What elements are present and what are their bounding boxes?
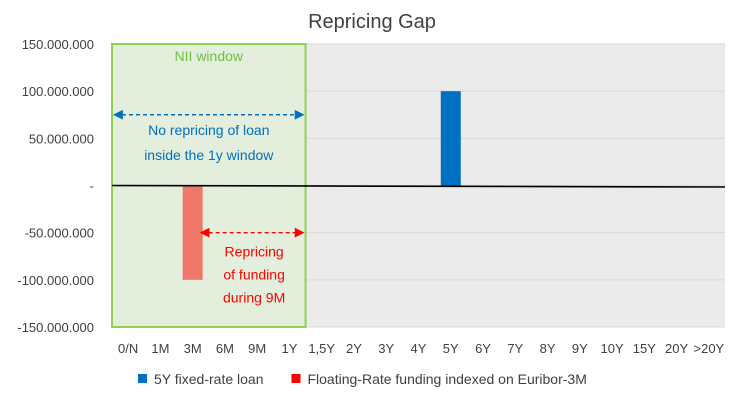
x-tick-label: 6Y xyxy=(475,341,491,356)
zero-axis-line xyxy=(111,184,726,188)
legend: 5Y fixed-rate loan Floating-Rate funding … xyxy=(138,371,587,387)
x-tick-label: >20Y xyxy=(694,341,725,356)
x-axis-ticks: 0/N 1M 3M 6M 9M 1Y 1,5Y 2Y 3Y 4Y 5Y 6Y 7Y 8Y 9Y 10Y 15Y 2… xyxy=(118,341,725,356)
bars xyxy=(182,91,461,280)
annotation-text: of funding xyxy=(223,267,285,283)
x-tick-label: 3Y xyxy=(378,341,394,356)
x-tick-label: 8Y xyxy=(540,341,556,356)
bar-3m-series-1 xyxy=(182,185,203,280)
annotations: No repricing of loan inside the 1y window… xyxy=(113,109,305,306)
y-tick-label: -100.000.000 xyxy=(17,273,94,288)
x-tick-label: 7Y xyxy=(507,341,523,356)
annotation-text: No repricing of loan xyxy=(148,122,269,138)
y-tick-label: 150.000.000 xyxy=(22,37,94,52)
y-tick-label: 50.000.000 xyxy=(29,131,94,146)
y-axis-ticks: 150.000.000 100.000.000 50.000.000 - -50.000… xyxy=(17,37,94,335)
x-tick-label: 1M xyxy=(151,341,169,356)
zero-line xyxy=(111,184,726,188)
x-tick-label: 6M xyxy=(216,341,234,356)
x-tick-label: 9Y xyxy=(572,341,588,356)
x-tick-label: 1Y xyxy=(281,341,297,356)
chart-title: Repricing Gap xyxy=(308,11,436,33)
bar-5y-series-0 xyxy=(440,91,461,186)
nii-window-label: NII window xyxy=(175,48,244,64)
x-tick-label: 9M xyxy=(248,341,266,356)
x-tick-label: 3M xyxy=(184,341,202,356)
legend-entry: Floating-Rate funding indexed on Euribor… xyxy=(307,371,586,387)
legend-swatch xyxy=(291,374,301,383)
x-tick-label: 2Y xyxy=(346,341,362,356)
x-tick-label: 10Y xyxy=(601,341,624,356)
y-tick-label: 100.000.000 xyxy=(22,84,94,99)
annotation-text: inside the 1y window xyxy=(144,147,274,163)
x-tick-label: 0/N xyxy=(118,341,138,356)
annotation-text: during 9M xyxy=(223,290,285,306)
x-tick-label: 5Y xyxy=(443,341,459,356)
x-tick-label: 1,5Y xyxy=(308,341,335,356)
y-tick-label: -50.000.000 xyxy=(25,226,94,241)
legend-swatch xyxy=(138,374,147,383)
y-tick-label: -150.000.000 xyxy=(17,320,94,335)
x-tick-label: 15Y xyxy=(633,341,656,356)
legend-entry: 5Y fixed-rate loan xyxy=(154,371,263,387)
annotation-text: Repricing xyxy=(225,244,284,260)
y-tick-label: - xyxy=(90,179,94,194)
x-tick-label: 20Y xyxy=(665,341,688,356)
x-tick-label: 4Y xyxy=(411,341,427,356)
